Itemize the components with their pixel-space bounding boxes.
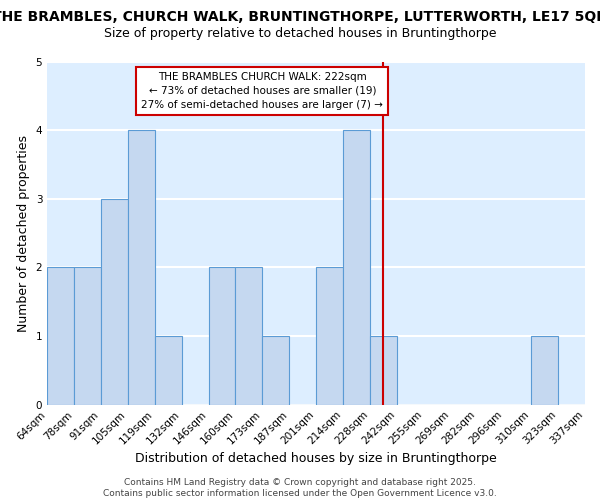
- X-axis label: Distribution of detached houses by size in Bruntingthorpe: Distribution of detached houses by size …: [135, 452, 497, 465]
- Bar: [155, 336, 182, 404]
- Text: THE BRAMBLES CHURCH WALK: 222sqm
← 73% of detached houses are smaller (19)
27% o: THE BRAMBLES CHURCH WALK: 222sqm ← 73% o…: [142, 72, 383, 110]
- Bar: [262, 336, 289, 404]
- Bar: [343, 130, 370, 404]
- Bar: [235, 268, 262, 404]
- Bar: [316, 268, 343, 404]
- Text: Size of property relative to detached houses in Bruntingthorpe: Size of property relative to detached ho…: [104, 28, 496, 40]
- Bar: [531, 336, 558, 404]
- Bar: [74, 268, 101, 404]
- Bar: [209, 268, 235, 404]
- Bar: [47, 268, 74, 404]
- Y-axis label: Number of detached properties: Number of detached properties: [17, 134, 30, 332]
- Bar: [370, 336, 397, 404]
- Text: Contains HM Land Registry data © Crown copyright and database right 2025.
Contai: Contains HM Land Registry data © Crown c…: [103, 478, 497, 498]
- Bar: [128, 130, 155, 404]
- Bar: [101, 199, 128, 404]
- Text: THE BRAMBLES, CHURCH WALK, BRUNTINGTHORPE, LUTTERWORTH, LE17 5QH: THE BRAMBLES, CHURCH WALK, BRUNTINGTHORP…: [0, 10, 600, 24]
